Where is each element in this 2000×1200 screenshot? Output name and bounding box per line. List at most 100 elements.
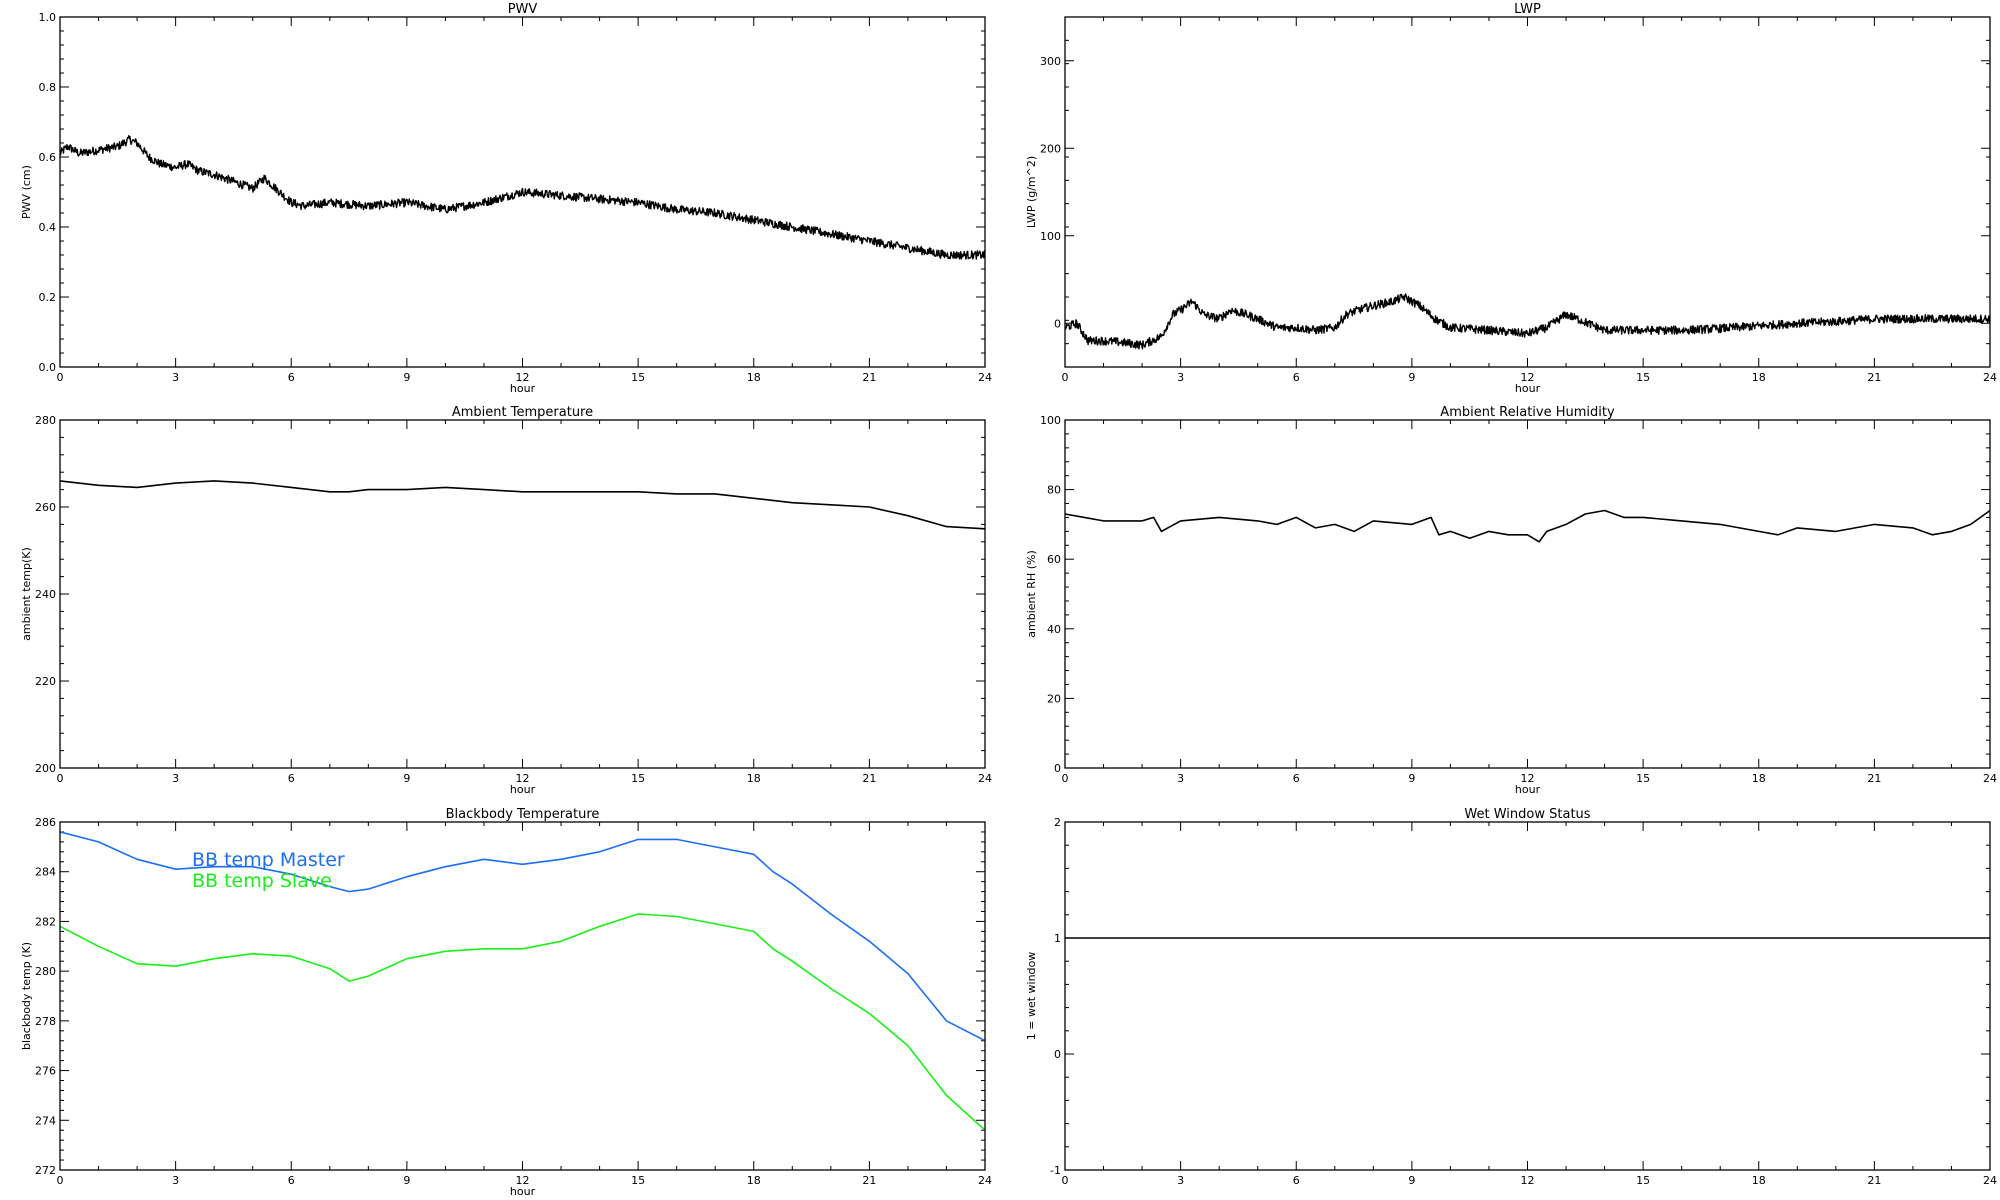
y-tick-label: 1 <box>1054 932 1061 945</box>
x-tick-label: 21 <box>1867 1174 1881 1187</box>
panel-5: Blackbody Temperature 0 3 6 9 12 15 18 21 24 272 27… <box>20 807 992 1198</box>
series-line-1 <box>1065 293 1990 350</box>
x-tick-label: 0 <box>57 1174 64 1187</box>
x-tick-label: 12 <box>1521 371 1535 384</box>
x-tick-label: 15 <box>1636 772 1650 785</box>
x-tick-label: 9 <box>403 1174 410 1187</box>
plot-frame <box>1064 16 1991 368</box>
panel-2: LWP 0 3 6 9 12 15 18 21 24 0 100 200 300 hour LWP (g/m^… <box>1025 2 1997 395</box>
y-tick-label: 286 <box>35 816 56 829</box>
x-tick-label: 9 <box>403 371 410 384</box>
panel-1: PWV 0 3 6 9 12 15 18 21 24 0.0 0.2 0.4 0.6 0.8 1.0 hour P… <box>20 2 992 395</box>
x-tick-label: 9 <box>1408 371 1415 384</box>
chart-title: LWP <box>1514 2 1541 17</box>
y-tick-label: 260 <box>35 501 56 514</box>
x-tick-label: 6 <box>288 371 295 384</box>
y-tick-label: 282 <box>35 915 56 928</box>
x-tick-label: 9 <box>1408 1174 1415 1187</box>
y-axis-label: 1 = wet window <box>1025 952 1038 1041</box>
series-line-1 <box>60 480 985 530</box>
y-axis-label: PWV (cm) <box>20 165 33 219</box>
y-tick-label: 0 <box>1054 317 1061 330</box>
x-tick-label: 3 <box>172 772 179 785</box>
panel-3: Ambient Temperature 0 3 6 9 12 15 18 21 24 200 220 2… <box>20 405 992 796</box>
y-tick-label: 274 <box>35 1114 56 1127</box>
plot-frame <box>1064 821 1991 1171</box>
x-tick-label: 15 <box>631 772 645 785</box>
y-tick-label: 300 <box>1040 55 1061 68</box>
chart-title: Ambient Temperature <box>452 405 593 420</box>
y-tick-label: 220 <box>35 675 56 688</box>
x-tick-label: 18 <box>747 772 761 785</box>
plot-frame <box>59 821 986 1171</box>
series-line-1 <box>60 134 985 260</box>
y-tick-label: 276 <box>35 1065 56 1078</box>
x-tick-label: 0 <box>1062 371 1069 384</box>
x-tick-label: 24 <box>1983 772 1997 785</box>
x-axis-label: hour <box>1515 382 1541 395</box>
y-tick-label: 2 <box>1054 816 1061 829</box>
chart-title: Wet Window Status <box>1464 807 1590 822</box>
x-tick-label: 0 <box>57 371 64 384</box>
series-line-bb-temp-master <box>60 831 985 1042</box>
y-tick-label: 0.6 <box>39 151 57 164</box>
chart-title: Blackbody Temperature <box>446 807 600 822</box>
x-tick-label: 12 <box>516 1174 530 1187</box>
x-tick-label: 24 <box>978 1174 992 1187</box>
x-tick-label: 21 <box>1867 371 1881 384</box>
panel-4: Ambient Relative Humidity 0 3 6 9 12 15 18 21 24 0… <box>1025 405 1997 796</box>
x-axis-label: hour <box>1515 783 1541 796</box>
x-tick-label: 24 <box>978 772 992 785</box>
y-tick-label: 240 <box>35 588 56 601</box>
x-tick-label: 15 <box>631 1174 645 1187</box>
x-tick-label: 6 <box>288 1174 295 1187</box>
x-axis-label: hour <box>510 783 536 796</box>
chart-title: PWV <box>508 2 538 17</box>
x-tick-label: 18 <box>747 1174 761 1187</box>
x-tick-label: 24 <box>978 371 992 384</box>
y-axis-label: ambient temp(K) <box>20 547 33 641</box>
y-tick-label: 200 <box>35 762 56 775</box>
x-axis-label: hour <box>510 1185 536 1198</box>
plot-frame <box>1064 419 1991 769</box>
legend-entry: BB temp Master <box>192 849 345 871</box>
x-tick-label: 6 <box>288 772 295 785</box>
y-tick-label: 100 <box>1040 230 1061 243</box>
y-tick-label: 200 <box>1040 142 1061 155</box>
y-tick-label: 280 <box>35 965 56 978</box>
x-tick-label: 6 <box>1293 1174 1300 1187</box>
x-tick-label: 18 <box>1752 1174 1766 1187</box>
x-tick-label: 3 <box>1177 772 1184 785</box>
y-tick-label: 278 <box>35 1015 56 1028</box>
x-tick-label: 15 <box>631 371 645 384</box>
x-tick-label: 0 <box>1062 772 1069 785</box>
series-line-bb-temp-slave <box>60 913 985 1131</box>
y-tick-label: 60 <box>1047 553 1061 566</box>
y-tick-label: 0.8 <box>39 81 57 94</box>
x-tick-label: 21 <box>1867 772 1881 785</box>
y-tick-label: 80 <box>1047 484 1061 497</box>
x-tick-label: 3 <box>172 1174 179 1187</box>
y-tick-label: 0.0 <box>39 361 57 374</box>
y-tick-label: 280 <box>35 414 56 427</box>
x-tick-label: 0 <box>1062 1174 1069 1187</box>
x-tick-label: 6 <box>1293 772 1300 785</box>
y-tick-label: 1.0 <box>39 11 57 24</box>
x-tick-label: 12 <box>1521 772 1535 785</box>
x-tick-label: 6 <box>1293 371 1300 384</box>
x-tick-label: 12 <box>516 772 530 785</box>
y-tick-label: 272 <box>35 1164 56 1177</box>
x-axis-label: hour <box>510 382 536 395</box>
x-tick-label: 18 <box>747 371 761 384</box>
chart-title: Ambient Relative Humidity <box>1440 405 1615 420</box>
y-tick-label: 0.4 <box>39 221 57 234</box>
y-tick-label: -1 <box>1050 1164 1061 1177</box>
x-tick-label: 9 <box>1408 772 1415 785</box>
x-tick-label: 12 <box>516 371 530 384</box>
x-tick-label: 24 <box>1983 371 1997 384</box>
plot-frame <box>59 16 986 368</box>
x-tick-label: 21 <box>862 772 876 785</box>
y-tick-label: 100 <box>1040 414 1061 427</box>
